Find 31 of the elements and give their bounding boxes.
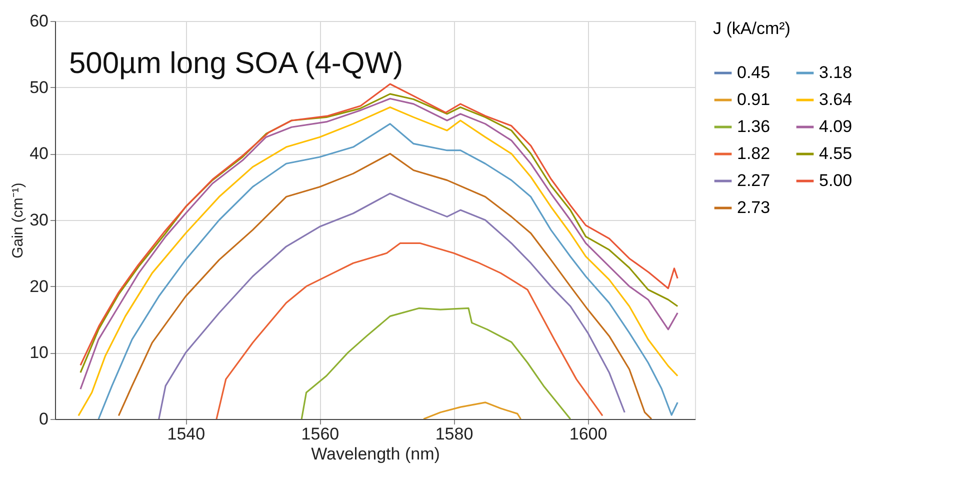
x-tick-label: 1580 xyxy=(435,424,474,444)
legend-label: 0.45 xyxy=(737,63,770,82)
line-series xyxy=(422,402,522,419)
line-series xyxy=(300,307,572,419)
legend-label: 3.64 xyxy=(819,90,852,109)
line-series xyxy=(118,152,652,419)
annotation: 500µm long SOA (4-QW) xyxy=(69,47,404,80)
x-tick-label: 1600 xyxy=(569,424,608,444)
y-tick-label: 10 xyxy=(30,343,48,362)
line-series xyxy=(158,192,626,419)
legend-label: 4.55 xyxy=(819,144,852,163)
legend-label: 1.36 xyxy=(737,117,770,136)
y-tick-label: 60 xyxy=(30,12,48,30)
legend-label: 2.27 xyxy=(737,171,770,190)
legend-label: 1.82 xyxy=(737,144,770,163)
x-axis-title: Wavelength (nm) xyxy=(311,444,440,464)
y-tick-label: 40 xyxy=(30,144,48,164)
y-tick-label: 50 xyxy=(30,78,48,97)
legend-title: J (kA/cm²) xyxy=(713,19,790,38)
line-series xyxy=(216,242,604,419)
y-tick-label: 0 xyxy=(39,410,48,428)
legend-label: 0.91 xyxy=(737,90,770,109)
x-tick-label: 1560 xyxy=(301,424,340,444)
y-tick-label: 20 xyxy=(30,276,48,296)
legend-label: 3.18 xyxy=(819,63,852,82)
y-axis-title: Gain (cm⁻¹) xyxy=(10,182,27,258)
legend-label: 2.73 xyxy=(737,198,770,217)
legend-label: 4.09 xyxy=(819,117,852,136)
y-tick-label: 30 xyxy=(30,210,48,230)
legend-label: 5.00 xyxy=(819,171,852,190)
x-tick-label: 1540 xyxy=(167,424,206,444)
